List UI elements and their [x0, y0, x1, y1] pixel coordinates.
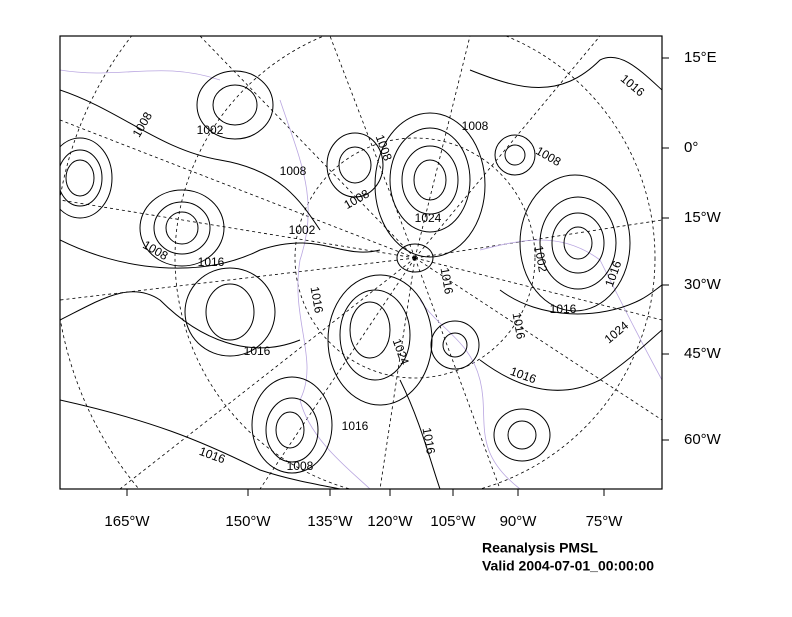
y-tick-label: 15°W — [684, 209, 722, 226]
x-tick-label: 150°W — [225, 513, 271, 530]
contour-label: 1016 — [197, 444, 227, 466]
contour-label: 1016 — [308, 285, 326, 314]
contour-label: 1016 — [342, 419, 369, 433]
contour-label: 1008 — [462, 119, 489, 133]
map-body — [60, 36, 662, 489]
caption: Valid 2004-07-01_00:00:00 — [482, 558, 654, 574]
y-tick-label: 60°W — [684, 431, 722, 448]
contour-label: 1024 — [390, 337, 412, 367]
y-tick-label: 0° — [684, 139, 698, 156]
contour-label: 1016 — [198, 255, 225, 269]
contour-label: 1008 — [140, 238, 170, 264]
x-tick-label: 165°W — [104, 513, 150, 530]
contour-label: 1008 — [533, 144, 563, 170]
contour-label: 1016 — [550, 302, 577, 316]
y-tick-label: 15°E — [684, 49, 717, 66]
y-tick-label: 30°W — [684, 276, 722, 293]
x-tick-label: 105°W — [430, 513, 476, 530]
y-tick-label: 45°W — [684, 345, 722, 362]
contour-label: 1016 — [508, 364, 538, 386]
x-tick-label: 90°W — [500, 513, 538, 530]
x-tick-label: 135°W — [307, 513, 353, 530]
contour-label: 1024 — [415, 211, 442, 225]
caption: Reanalysis PMSL — [482, 540, 598, 556]
contour-label: 1016 — [438, 266, 456, 295]
contour-label: 1016 — [602, 258, 624, 288]
x-tick-label: 120°W — [367, 513, 413, 530]
pressure-contours — [60, 56, 662, 489]
x-tick-label: 75°W — [586, 513, 624, 530]
contour-label: 1016 — [420, 426, 438, 455]
contour-label: 1002 — [197, 123, 224, 137]
contour-label: 1002 — [289, 223, 316, 237]
graticule — [60, 36, 662, 489]
contour-label: 1016 — [510, 311, 528, 340]
labels: 165°W 150°W 135°W 120°W 105°W 90°W 75°W 15°E 0° 1… — [104, 49, 721, 574]
map-frame — [59, 35, 663, 490]
contour-label: 1016 — [244, 344, 271, 358]
contour-label: 1016 — [618, 71, 648, 99]
contour-label: 1008 — [373, 133, 395, 163]
contour-label: 1008 — [287, 459, 314, 473]
contour-label: 1008 — [280, 164, 307, 178]
contour-label: 1024 — [602, 318, 632, 346]
contour-label: 1002 — [532, 244, 550, 273]
contour-label: 1008 — [342, 186, 372, 212]
